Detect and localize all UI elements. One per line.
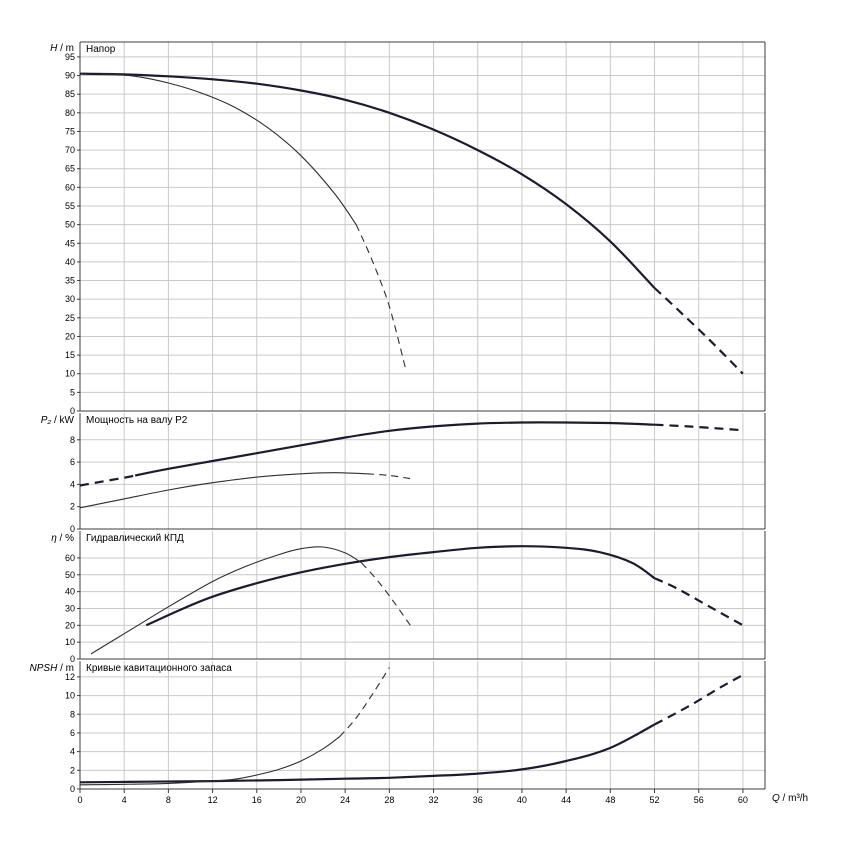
svg-text:80: 80 [65, 108, 75, 118]
head-axis-var: H [50, 43, 58, 54]
svg-text:50: 50 [65, 220, 75, 230]
svg-text:60: 60 [65, 182, 75, 192]
efficiency-axis-var: η [51, 533, 57, 544]
svg-text:95: 95 [65, 52, 75, 62]
efficiency-axis-unit: / % [56, 533, 74, 544]
head-panel-title: Напор [86, 44, 116, 55]
svg-text:28: 28 [384, 795, 394, 805]
svg-text:8: 8 [70, 709, 75, 719]
svg-text:50: 50 [65, 570, 75, 580]
svg-text:30: 30 [65, 294, 75, 304]
svg-text:70: 70 [65, 145, 75, 155]
svg-text:40: 40 [65, 587, 75, 597]
svg-text:10: 10 [65, 369, 75, 379]
svg-text:40: 40 [65, 257, 75, 267]
svg-text:45: 45 [65, 238, 75, 248]
power-axis-var: P₂ [40, 415, 52, 426]
efficiency-axis-label: η / % [8, 533, 74, 545]
power-axis-unit: / kW [51, 415, 74, 426]
svg-text:56: 56 [694, 795, 704, 805]
svg-text:90: 90 [65, 71, 75, 81]
svg-text:0: 0 [70, 654, 75, 664]
svg-text:55: 55 [65, 201, 75, 211]
efficiency-panel-title: Гидравлический КПД [86, 533, 184, 544]
svg-text:10: 10 [65, 637, 75, 647]
head-axis-unit: / m [57, 43, 74, 54]
svg-text:2: 2 [70, 765, 75, 775]
svg-text:4: 4 [70, 479, 75, 489]
svg-text:85: 85 [65, 89, 75, 99]
svg-text:6: 6 [70, 728, 75, 738]
svg-text:36: 36 [473, 795, 483, 805]
svg-text:35: 35 [65, 276, 75, 286]
svg-text:30: 30 [65, 603, 75, 613]
svg-text:8: 8 [70, 435, 75, 445]
svg-text:4: 4 [122, 795, 127, 805]
svg-text:4: 4 [70, 747, 75, 757]
svg-text:12: 12 [208, 795, 218, 805]
svg-text:5: 5 [70, 387, 75, 397]
x-axis-unit: / m³/h [779, 793, 809, 804]
svg-text:0: 0 [70, 524, 75, 534]
npsh-panel-title: Кривые кавитационного запаса [86, 663, 232, 674]
npsh-axis-label: NPSH / m [8, 663, 74, 675]
svg-text:75: 75 [65, 126, 75, 136]
npsh-axis-var: NPSH [29, 663, 58, 674]
svg-text:65: 65 [65, 164, 75, 174]
svg-text:12: 12 [65, 672, 75, 682]
svg-text:0: 0 [77, 795, 82, 805]
x-axis-var: Q [772, 793, 780, 804]
x-axis-label: Q / m³/h [772, 793, 808, 805]
svg-text:48: 48 [605, 795, 615, 805]
svg-text:2: 2 [70, 502, 75, 512]
svg-text:25: 25 [65, 313, 75, 323]
svg-text:20: 20 [65, 331, 75, 341]
svg-text:40: 40 [517, 795, 527, 805]
svg-text:24: 24 [340, 795, 350, 805]
svg-text:8: 8 [166, 795, 171, 805]
svg-text:44: 44 [561, 795, 571, 805]
svg-text:15: 15 [65, 350, 75, 360]
svg-text:0: 0 [70, 784, 75, 794]
head-axis-label: H / m [8, 43, 74, 55]
npsh-axis-unit: / m [57, 663, 74, 674]
svg-text:0: 0 [70, 406, 75, 416]
svg-text:6: 6 [70, 457, 75, 467]
svg-text:16: 16 [252, 795, 262, 805]
svg-text:10: 10 [65, 691, 75, 701]
svg-text:20: 20 [296, 795, 306, 805]
power-axis-label: P₂ / kW [8, 415, 74, 427]
svg-text:60: 60 [738, 795, 748, 805]
svg-text:52: 52 [650, 795, 660, 805]
power-panel-title: Мощность на валу P2 [86, 415, 188, 426]
svg-text:60: 60 [65, 553, 75, 563]
svg-text:32: 32 [429, 795, 439, 805]
svg-text:20: 20 [65, 620, 75, 630]
